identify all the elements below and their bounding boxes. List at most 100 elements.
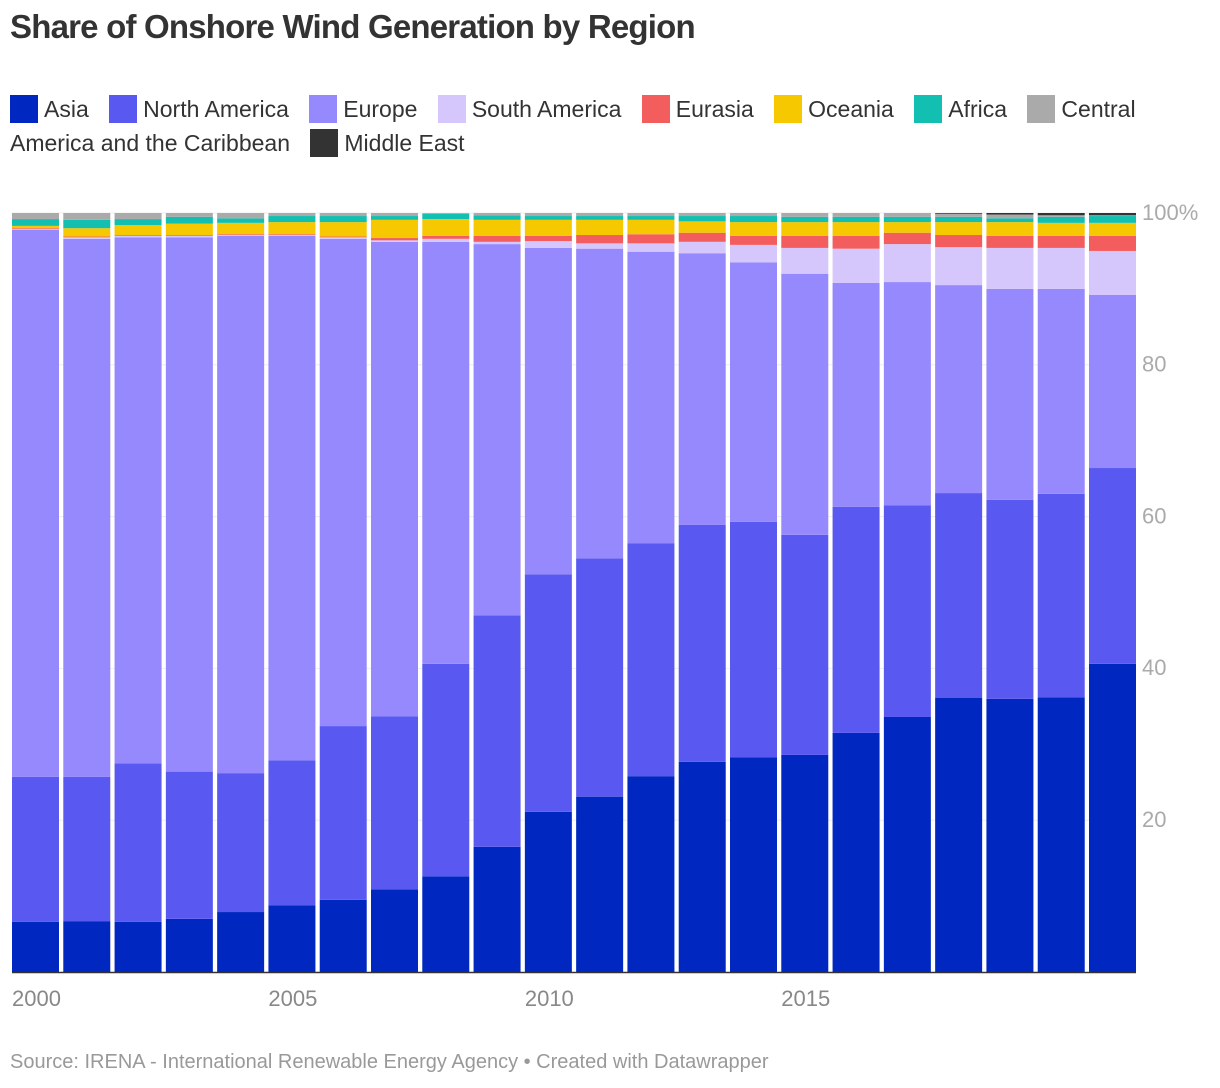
bar-segment [422, 219, 470, 236]
bar-segment [217, 235, 265, 236]
legend-item: Eurasia [641, 95, 754, 123]
bar-segment [883, 216, 931, 223]
legend-label: Eurasia [675, 96, 754, 122]
bar-segment [730, 244, 777, 263]
y-tick-label: 40 [1142, 655, 1166, 680]
bar-segment [678, 221, 726, 233]
bar-segment [217, 234, 265, 236]
y-tick-label: 60 [1142, 503, 1166, 528]
bar-segment [319, 726, 367, 900]
bar-segment [730, 521, 777, 758]
bar-segment [576, 235, 624, 244]
bar-segment [935, 235, 983, 248]
bar-segment [986, 218, 1034, 223]
bar-segment [883, 222, 931, 233]
bar-segment [1089, 663, 1136, 972]
bar-segment [1089, 250, 1136, 295]
legend-label: Asia [44, 96, 89, 122]
bar-segment [781, 534, 829, 755]
bar-segment [12, 229, 59, 777]
bar-segment [627, 234, 675, 244]
bar-segment [319, 899, 367, 972]
bar-segment [422, 213, 470, 214]
bar-segment [268, 235, 316, 236]
bar-segment [781, 213, 829, 217]
chart-title: Share of Onshore Wind Generation by Regi… [10, 8, 696, 45]
bar-segment [165, 771, 213, 919]
bar-segment [63, 237, 111, 239]
bar-segment [217, 773, 265, 913]
bar-segment [371, 219, 418, 239]
bar-segment [627, 251, 675, 544]
bar-segment [165, 223, 213, 236]
bar-segment [12, 776, 59, 922]
bar-segment [12, 225, 59, 229]
bar-segment [627, 213, 675, 217]
bar-segment [268, 213, 316, 217]
legend-label: Central America and the Caribbean [10, 96, 1136, 156]
bar-segment [12, 213, 59, 220]
x-tick-label: 2000 [12, 986, 61, 1011]
bar-segment [524, 216, 572, 220]
bar-segment [114, 237, 162, 764]
bar-segment [114, 213, 162, 220]
bar-segment [165, 237, 213, 772]
bar-segment [935, 213, 983, 217]
bar-segment [730, 222, 777, 236]
bar-segment [678, 216, 726, 222]
bar-segment [319, 213, 367, 217]
bar-segment [986, 499, 1034, 699]
y-tick-label: 20 [1142, 807, 1166, 832]
legend-swatch [914, 95, 943, 123]
bar-segment [832, 216, 880, 223]
legend-swatch [437, 95, 466, 123]
bar-segment [217, 235, 265, 774]
bar-segment [627, 216, 675, 220]
bar-segment [883, 213, 931, 217]
bar-segment [730, 235, 777, 245]
bar-segment [986, 213, 1034, 215]
legend-swatch [774, 95, 803, 123]
bar-segment [986, 222, 1034, 236]
bar-segment [935, 213, 983, 214]
bar-segment [935, 698, 983, 972]
bar-segment [576, 248, 624, 559]
bar-segment [935, 216, 983, 223]
bar-segment [319, 237, 367, 239]
legend-swatch [310, 129, 339, 157]
chart: 20 40 60 80 100% 2000 2005 2010 2015 [12, 200, 1198, 1011]
bar-segment [1037, 288, 1085, 494]
bar-segment [1037, 215, 1085, 217]
bar-segment [114, 235, 162, 238]
bar-segment [422, 663, 470, 877]
bar-segment [730, 213, 777, 217]
bar-segment [1089, 294, 1136, 469]
bar-segment [63, 236, 111, 238]
bar-segment [268, 760, 316, 906]
bar-segment [319, 236, 367, 238]
legend-item: North America [109, 95, 289, 123]
bar-segment [217, 213, 265, 219]
legend-label: Africa [948, 96, 1008, 122]
bar-segment [473, 215, 521, 220]
bar-segment [627, 776, 675, 972]
bar-segment [422, 238, 470, 242]
legend-swatch [641, 95, 670, 123]
bar-segment [319, 238, 367, 727]
bar-segment [268, 235, 316, 761]
bar-segment [114, 219, 162, 226]
bar-segment [1089, 216, 1136, 223]
bar-segment [524, 235, 572, 242]
bar-segment [986, 698, 1034, 972]
bar-segment [832, 213, 880, 217]
bar-segment [165, 216, 213, 224]
legend-swatch [10, 95, 38, 123]
bar-segment [781, 754, 829, 972]
bar-segment [473, 615, 521, 847]
bar-segment [63, 238, 111, 777]
bar-segment [114, 921, 162, 972]
x-tick-label: 2015 [781, 986, 830, 1011]
bar-segment [371, 241, 418, 717]
legend-item: Oceania [774, 95, 894, 123]
